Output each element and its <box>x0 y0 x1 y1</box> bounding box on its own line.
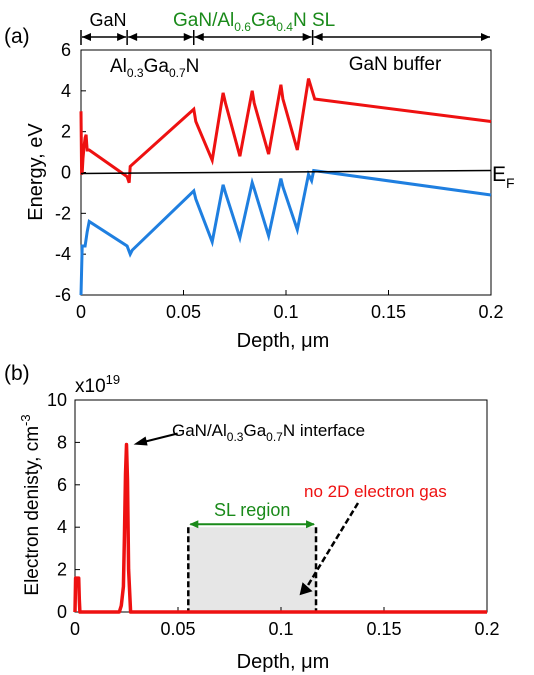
x-tick-label: 0.1 <box>273 302 298 322</box>
interface-arrow-line <box>141 432 178 444</box>
sl-bracket-arrow-right <box>306 520 316 529</box>
fermi-level-line <box>80 169 492 175</box>
panel-b-label: (b) <box>4 362 30 385</box>
bracket-arrow-left <box>313 33 323 41</box>
y-axis-label: Energy, eV <box>25 123 47 221</box>
no-2deg-label: no 2D electron gas <box>304 482 447 501</box>
fermi-level-label: EF <box>492 163 515 191</box>
x-axis-label: Depth, μm <box>237 330 330 352</box>
interface-label: GaN/Al0.3Ga0.7N interface <box>172 421 365 444</box>
x-axis-label: Depth, μm <box>237 651 330 673</box>
bracket-arrow-left <box>82 33 91 41</box>
y-tick-label: 10 <box>47 390 67 410</box>
interface-arrow-head <box>133 436 148 446</box>
bracket-arrow-left <box>128 33 138 41</box>
x-tick-label: 0.05 <box>166 302 201 322</box>
sl-region-box: SL region <box>187 500 318 612</box>
multiplier-label: x1019 <box>75 372 120 397</box>
gan-cap-label: GaN <box>89 10 126 30</box>
bracket-arrow-right <box>183 33 193 41</box>
series-lines <box>79 78 492 296</box>
y-axis-label: Electron denisty, cm-3 <box>18 414 43 595</box>
y-tick-label: -2 <box>55 203 71 223</box>
y-tick-label: 0 <box>57 602 67 622</box>
sl-region-fill <box>188 527 317 612</box>
x-tick-label: 0.15 <box>371 302 406 322</box>
bracket-arrow-right <box>481 33 490 41</box>
bracket-arrow-right <box>117 33 127 41</box>
valence-band-line <box>79 168 492 296</box>
y-tick-label: 4 <box>61 81 71 101</box>
sl-bracket-arrow-left <box>189 520 199 529</box>
x-tick-label: 0.05 <box>160 619 195 639</box>
x-tick-label: 0.2 <box>474 619 499 639</box>
y-tick-label: -4 <box>55 244 71 264</box>
x-tick-label: 0.15 <box>366 619 401 639</box>
x-tick-label: 0.1 <box>268 619 293 639</box>
y-tick-label: 8 <box>57 432 67 452</box>
no-2deg-arrow-head <box>299 582 313 596</box>
superlattice-label: GaN/Al0.6Ga0.4N SL <box>173 10 335 34</box>
panel-a-label: (a) <box>4 25 30 48</box>
conduction-band-line <box>79 78 492 184</box>
bracket-arrow-left <box>194 33 204 41</box>
region-brackets <box>80 30 490 45</box>
x-tick-label: 0.2 <box>478 302 503 322</box>
axis-ticks: 0 0.05 0.1 0.15 0.2 -6 -4 -2 0 2 4 6 <box>55 40 504 322</box>
y-tick-label: 6 <box>61 40 71 60</box>
y-tick-label: 6 <box>57 475 67 495</box>
no-2deg-arrow-line <box>304 502 360 590</box>
y-tick-label: 4 <box>57 517 67 537</box>
algan-layer-label: Al0.3Ga0.7N <box>110 56 199 80</box>
y-tick-label: -6 <box>55 285 71 305</box>
x-tick-label: 0 <box>70 619 80 639</box>
axis-ticks: 0 0.05 0.1 0.15 0.2 0 2 4 6 8 10 <box>47 390 500 639</box>
sl-region-label: SL region <box>214 500 290 520</box>
electron-density-line <box>73 442 487 614</box>
bracket-arrow-right <box>302 33 312 41</box>
x-tick-label: 0 <box>76 302 86 322</box>
electron-density-chart: x1019 SL region 0 0.05 0.1 0.15 0.2 0 2 4 6 8 10 G… <box>18 372 500 673</box>
y-tick-label: 2 <box>57 560 67 580</box>
annotations: GaN/Al0.3Ga0.7N interface no 2D electron … <box>133 421 447 596</box>
series-lines <box>73 442 487 614</box>
energy-band-chart: GaN Al0.3Ga0.7N GaN/Al0.6Ga0.4N SL GaN b… <box>25 10 515 352</box>
y-tick-label: 2 <box>61 122 71 142</box>
gan-buffer-label: GaN buffer <box>349 54 442 75</box>
y-tick-label: 0 <box>61 163 71 183</box>
